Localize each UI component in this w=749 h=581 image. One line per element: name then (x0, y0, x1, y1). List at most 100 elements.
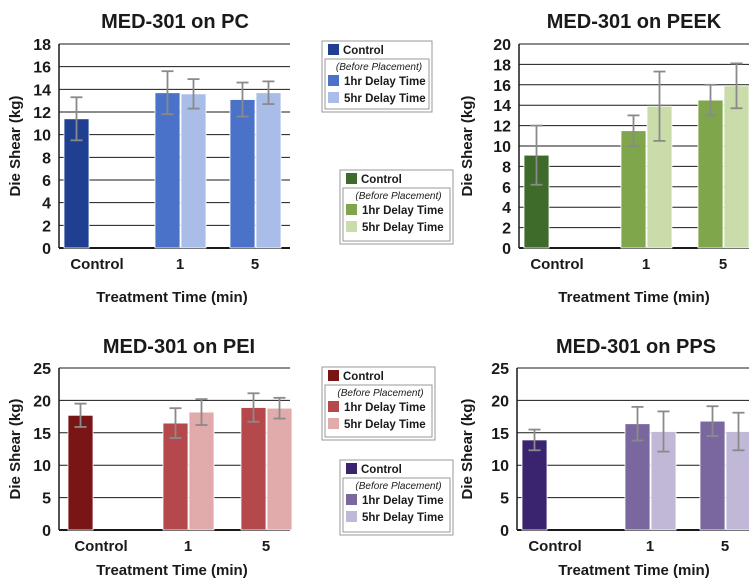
y-tick-label: 0 (42, 241, 51, 258)
y-tick-label: 6 (42, 173, 51, 190)
legend-subbox (342, 187, 451, 242)
legend-swatch (328, 44, 339, 55)
y-tick-label: 10 (33, 458, 51, 475)
y-tick-label: 14 (33, 82, 51, 99)
y-tick-label: 10 (33, 128, 51, 145)
y-tick-label: 0 (42, 523, 51, 540)
chart-legend: Control (Before Placement) 1hr Delay Time 5… (339, 169, 454, 245)
bar-1hr-delay-time (229, 99, 256, 249)
legend-subbox (324, 384, 433, 438)
y-tick-label: 4 (42, 196, 51, 213)
y-axis-label: Die Shear (kg) (7, 399, 24, 500)
bar-1hr-delay-time (240, 407, 267, 531)
bar-control (67, 414, 94, 531)
y-tick-label: 0 (500, 523, 509, 540)
legend-subbox (324, 58, 430, 110)
legend-label: 1hr Delay Time (362, 205, 444, 217)
x-tick-label: 5 (719, 256, 727, 273)
chart-title: MED-301 on PEI (103, 336, 255, 358)
chart-title: MED-301 on PPS (556, 336, 716, 358)
legend-label: 1hr Delay Time (344, 402, 426, 414)
chart-title: MED-301 on PEEK (547, 11, 722, 33)
x-axis-label: Treatment Time (min) (558, 289, 709, 306)
legend-subheader: (Before Placement) (355, 481, 441, 492)
legend-label: Control (343, 371, 384, 383)
y-tick-label: 6 (502, 180, 511, 197)
y-tick-label: 16 (493, 78, 511, 95)
y-tick-label: 20 (491, 393, 509, 410)
bar-1hr-delay-time (697, 99, 724, 249)
legend-subheader: (Before Placement) (336, 62, 422, 73)
bar-control (521, 439, 548, 531)
y-tick-label: 2 (502, 221, 511, 238)
y-tick-label: 2 (42, 218, 51, 235)
y-tick-label: 8 (502, 159, 511, 176)
legend-label: 5hr Delay Time (344, 93, 426, 105)
bar-1hr-delay-time (699, 420, 726, 531)
bar-5hr-delay-time (723, 85, 749, 249)
x-tick-label: 1 (642, 256, 650, 273)
y-tick-label: 12 (33, 105, 51, 122)
x-axis-label: Treatment Time (min) (96, 562, 247, 579)
chart-title: MED-301 on PC (101, 11, 249, 33)
y-axis-label: Die Shear (kg) (459, 399, 476, 500)
x-tick-label: 1 (646, 538, 654, 555)
x-tick-label: Control (70, 256, 123, 273)
y-tick-label: 10 (493, 139, 511, 156)
legend-label: 1hr Delay Time (344, 76, 426, 88)
bar-5hr-delay-time (266, 407, 293, 531)
legend-label: 5hr Delay Time (344, 419, 426, 431)
legend-swatch (328, 370, 339, 381)
legend-label: Control (361, 464, 402, 476)
y-tick-label: 18 (33, 37, 51, 54)
bar-1hr-delay-time (162, 422, 189, 531)
legend-subheader: (Before Placement) (337, 388, 423, 399)
legend-label: 5hr Delay Time (362, 222, 444, 234)
y-tick-label: 12 (493, 119, 511, 136)
y-tick-label: 25 (33, 361, 51, 378)
bar-1hr-delay-time (620, 130, 647, 249)
y-tick-label: 18 (493, 57, 511, 74)
legend-swatch (346, 463, 357, 474)
x-tick-label: Control (530, 256, 583, 273)
chart-legend: Control (Before Placement) 1hr Delay Time 5… (321, 40, 433, 113)
legend-label: Control (343, 45, 384, 57)
y-tick-label: 20 (493, 37, 511, 54)
bar-5hr-delay-time (255, 92, 282, 249)
y-tick-label: 5 (42, 491, 51, 508)
bar-1hr-delay-time (154, 92, 181, 249)
legend-swatch (328, 75, 339, 86)
y-tick-label: 4 (502, 200, 511, 217)
chart-legend: Control (Before Placement) 1hr Delay Time 5… (321, 366, 436, 441)
legend-swatch (346, 173, 357, 184)
bar-5hr-delay-time (725, 431, 749, 531)
legend-subbox (342, 477, 451, 533)
x-tick-label: Control (528, 538, 581, 555)
y-axis-label: Die Shear (kg) (7, 96, 24, 197)
x-tick-label: 1 (176, 256, 184, 273)
legend-swatch (346, 221, 357, 232)
y-axis-label: Die Shear (kg) (459, 96, 476, 197)
x-tick-label: Control (74, 538, 127, 555)
y-tick-label: 20 (33, 393, 51, 410)
legend-swatch (328, 418, 339, 429)
x-axis-label: Treatment Time (min) (96, 289, 247, 306)
x-tick-label: 1 (184, 538, 192, 555)
legend-swatch (346, 494, 357, 505)
y-tick-label: 5 (500, 491, 509, 508)
y-tick-label: 16 (33, 60, 51, 77)
bar-5hr-delay-time (188, 411, 215, 531)
y-tick-label: 10 (491, 458, 509, 475)
chart-panel-2: MED-301 on PEEK 0 2 4 6 8 10 12 14 16 18 20 Die Shea… (459, 11, 749, 306)
y-tick-label: 14 (493, 98, 511, 115)
x-axis-label: Treatment Time (min) (558, 562, 709, 579)
legend-label: Control (361, 174, 402, 186)
legend-subheader: (Before Placement) (355, 191, 441, 202)
legend-swatch (346, 511, 357, 522)
x-tick-label: 5 (721, 538, 729, 555)
y-tick-label: 15 (491, 426, 509, 443)
y-tick-label: 8 (42, 150, 51, 167)
